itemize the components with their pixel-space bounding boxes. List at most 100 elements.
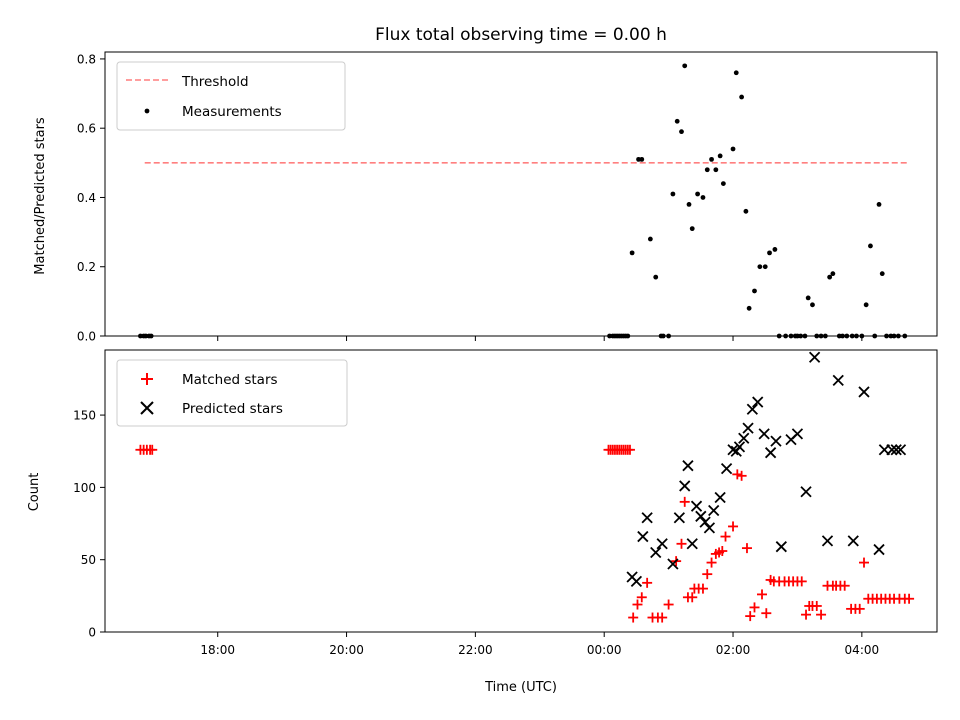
matched-star-point	[728, 521, 739, 532]
matched-star-point	[736, 470, 747, 481]
ratio-y-tick-label: 0.0	[77, 330, 96, 344]
matched-star-point	[757, 589, 768, 600]
measurement-point	[868, 243, 873, 249]
predicted-star-point	[886, 444, 898, 456]
predicted-legend-marker	[140, 401, 154, 415]
count-x-axis: 18:00 20:00 22:00 00:00 02:00 04:00	[200, 632, 879, 657]
ratio-y-axis: 0.0 0.2 0.4 0.6 0.8	[77, 52, 105, 344]
predicted-star-point	[890, 444, 902, 456]
x-tick-label: 02:00	[716, 643, 751, 657]
predicted-star-point	[791, 428, 804, 440]
ratio-y-tick-label: 0.6	[77, 122, 96, 136]
matched-star-point	[816, 609, 827, 620]
measurement-point	[682, 63, 688, 69]
matched-star-point	[745, 611, 756, 622]
measurement-point	[733, 70, 739, 76]
measurement-point	[717, 153, 723, 159]
matched-star-point	[706, 557, 717, 568]
matched-star-point	[628, 612, 639, 623]
matched-legend-label: Matched stars	[182, 372, 278, 388]
measurement-point	[746, 305, 752, 311]
predicted-star-point	[738, 432, 750, 444]
threshold-legend-label: Threshold	[181, 74, 249, 90]
count-y-tick-label: 0	[88, 626, 96, 640]
measurement-point	[752, 288, 757, 294]
measurement-point	[772, 247, 778, 252]
predicted-star-point	[714, 491, 726, 504]
count-plot-area	[135, 351, 915, 623]
predicted-star-point	[808, 351, 821, 363]
matched-star-point	[796, 576, 807, 587]
measurement-point	[704, 167, 710, 173]
count-axes-frame	[104, 349, 938, 633]
predicted-star-point	[630, 575, 643, 588]
matched-star-point	[741, 543, 752, 554]
predicted-star-point	[699, 516, 711, 528]
predicted-star-point	[686, 538, 698, 550]
measurement-point	[810, 302, 815, 308]
measurement-point	[876, 201, 882, 207]
predicted-star-point	[637, 530, 649, 543]
measurement-point	[695, 191, 700, 197]
predicted-star-point	[800, 486, 812, 498]
matched-star-point	[761, 608, 772, 619]
measurement-point	[730, 146, 736, 152]
measurement-point	[739, 94, 745, 100]
measurement-point	[647, 236, 653, 242]
predicted-star-point	[641, 512, 653, 524]
ratio-panel: 0.00.20.40.60.8 Matched/Predicted stars …	[33, 51, 938, 344]
matched-star-point	[801, 609, 812, 620]
x-tick-label: 18:00	[200, 643, 235, 657]
matched-star-point	[636, 592, 647, 603]
predicted-star-point	[832, 374, 844, 387]
measurement-point	[863, 302, 869, 308]
measurement-point	[679, 129, 684, 135]
predicted-star-point	[667, 558, 679, 570]
matched-star-point	[720, 531, 731, 542]
measurement-point	[805, 295, 811, 301]
x-tick-label: 22:00	[458, 643, 493, 657]
matched-star-point	[676, 538, 687, 549]
matched-star-point	[839, 580, 850, 591]
predicted-star-point	[764, 447, 777, 459]
predicted-star-point	[682, 460, 694, 472]
measurement-point	[629, 250, 635, 256]
predicted-star-point	[656, 538, 668, 550]
measurement-point	[653, 274, 659, 280]
predicted-star-point	[703, 522, 716, 534]
count-y-axis: 0 50 100 150	[73, 409, 105, 640]
predicted-star-point	[742, 422, 754, 434]
matched-star-point	[679, 496, 690, 507]
measurement-point	[674, 118, 680, 124]
measurement-point	[827, 274, 833, 280]
matched-star-point	[642, 577, 653, 588]
matched-legend-marker	[141, 373, 153, 385]
ratio-y-tick-label: 0.8	[77, 52, 96, 66]
x-tick-label: 04:00	[845, 643, 880, 657]
count-y-tick-label: 100	[73, 481, 96, 495]
predicted-star-point	[847, 535, 859, 547]
predicted-star-point	[650, 546, 662, 559]
matched-star-point	[854, 603, 865, 614]
measurement-point	[639, 156, 645, 162]
measurement-point	[670, 191, 676, 197]
matched-star-point	[858, 557, 869, 568]
matched-star-point	[717, 546, 728, 557]
matched-star-point	[657, 612, 668, 623]
predicted-star-point	[720, 462, 733, 475]
predicted-star-point	[673, 512, 685, 524]
measurement-point	[767, 250, 772, 256]
predicted-star-point	[770, 435, 782, 447]
x-tick-label: 00:00	[587, 643, 622, 657]
measurement-point	[713, 167, 719, 173]
predicted-star-point	[894, 444, 907, 456]
predicted-legend-label: Predicted stars	[182, 401, 283, 417]
predicted-star-point	[873, 543, 885, 556]
x-axis-label: Time (UTC)	[484, 680, 557, 695]
predicted-star-point	[690, 500, 703, 512]
count-y-label: Count	[27, 473, 42, 512]
matched-star-point	[732, 469, 743, 480]
ratio-legend-box	[116, 61, 346, 131]
measurement-point	[762, 264, 768, 270]
